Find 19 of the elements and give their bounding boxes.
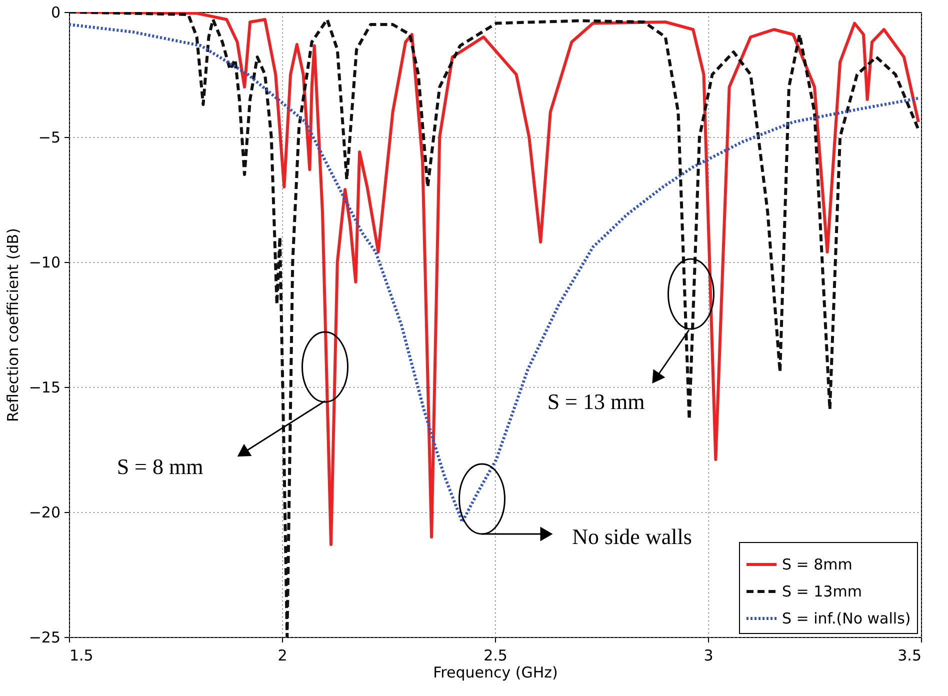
annotation: S = 8 mm [116,454,204,479]
x-tick-label: 3.5 [898,646,922,664]
y-tick-label: −20 [28,504,60,522]
y-tick-label: −15 [28,378,60,396]
y-tick-label: 0 [50,4,60,22]
x-tick-label: 3 [704,646,714,664]
annotation: No side walls [572,524,692,549]
x-tick-label: 2.5 [484,646,508,664]
y-tick-label: −25 [28,628,60,646]
annotation: S = 13 mm [547,389,645,414]
x-tick-label: 1.5 [70,646,94,664]
y-tick-label: −10 [28,254,60,272]
y-axis-title: Reflection coefficient (dB) [4,228,22,422]
legend-label: S = 13mm [782,582,862,600]
x-axis-title: Frequency (GHz) [433,664,558,682]
y-tick-label: −5 [38,128,60,146]
legend-label: S = 8mm [782,556,852,574]
x-tick-label: 2 [278,646,288,664]
legend-label: S = inf.(No walls) [782,610,911,628]
